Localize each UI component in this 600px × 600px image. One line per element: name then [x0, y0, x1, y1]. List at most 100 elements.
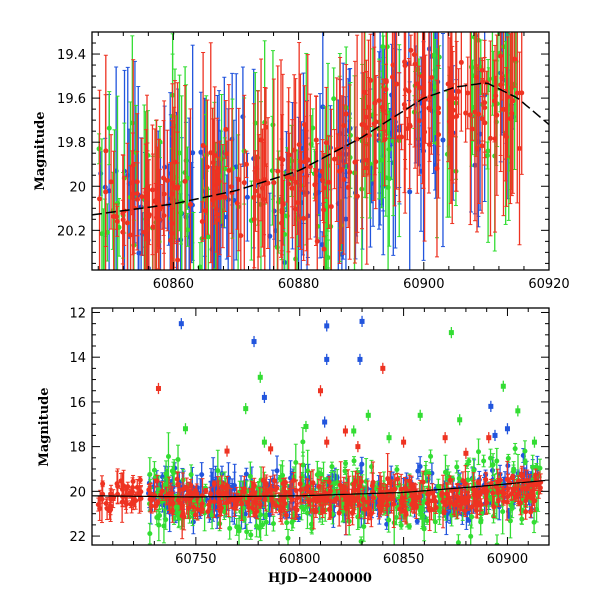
data-point: [172, 159, 178, 165]
data-point: [97, 196, 103, 202]
outlier-point: [324, 323, 330, 329]
data-point: [263, 513, 269, 519]
data-point: [514, 90, 520, 96]
data-point: [300, 462, 306, 468]
data-point: [411, 52, 417, 58]
data-point: [522, 448, 528, 454]
data-point: [243, 161, 249, 167]
data-point: [320, 177, 326, 183]
outlier-point: [261, 394, 267, 400]
data-point: [258, 512, 264, 518]
outlier-point: [324, 356, 330, 362]
data-point: [454, 113, 460, 119]
data-point: [478, 517, 484, 523]
data-point: [285, 174, 291, 180]
data-point: [491, 98, 497, 104]
data-point: [247, 473, 253, 479]
outlier-point: [359, 318, 365, 324]
data-point: [509, 110, 515, 116]
data-point: [343, 216, 349, 222]
data-point: [424, 518, 430, 524]
data-point: [436, 54, 442, 60]
data-point: [512, 56, 518, 62]
data-point: [380, 107, 386, 113]
data-point: [300, 439, 306, 445]
data-point: [103, 189, 109, 195]
data-point: [190, 150, 196, 156]
outlier-point: [492, 432, 498, 438]
data-point: [426, 105, 432, 111]
data-point: [293, 179, 299, 185]
data-point: [504, 134, 510, 140]
data-point: [432, 519, 438, 525]
data-point: [490, 13, 495, 18]
data-point: [376, 98, 382, 104]
data-point: [511, 466, 517, 472]
data-point: [261, 196, 267, 202]
data-point: [431, 52, 437, 58]
data-point: [234, 524, 240, 530]
data-point: [147, 531, 153, 537]
data-point: [468, 533, 474, 539]
data-point: [203, 208, 209, 214]
data-point: [223, 126, 229, 132]
data-point: [150, 224, 156, 230]
data-point: [187, 201, 193, 207]
data-point: [156, 201, 162, 207]
top-axis-ticks: 60860 60880 60900 60920 19.4 19.6 19.8 20 20.2: [57, 32, 570, 292]
data-point: [500, 509, 506, 515]
outlier-point: [357, 356, 363, 362]
data-point: [224, 151, 230, 157]
data-point: [256, 193, 262, 199]
bottom-data-points: [95, 315, 544, 545]
y-tick-label: 19.6: [57, 92, 86, 107]
data-point: [228, 184, 234, 190]
data-point: [270, 521, 276, 527]
data-point: [114, 218, 120, 224]
data-point: [285, 535, 291, 541]
data-point: [519, 90, 525, 96]
data-point: [191, 292, 196, 297]
data-point: [500, 106, 506, 112]
data-point: [465, 90, 471, 96]
data-point: [386, 176, 392, 182]
data-point: [299, 504, 305, 510]
series-1: [147, 327, 543, 545]
data-point: [332, 156, 338, 162]
data-point: [168, 237, 174, 243]
data-point: [440, 137, 446, 143]
data-point: [175, 184, 181, 190]
data-point: [190, 519, 196, 525]
data-point: [403, 87, 409, 93]
data-point: [234, 200, 240, 206]
y-tick-label: 20.2: [57, 224, 86, 239]
data-point: [482, 100, 488, 106]
data-point: [407, 122, 413, 128]
data-point: [274, 468, 280, 474]
data-point: [199, 472, 205, 478]
data-point: [444, 151, 450, 157]
data-point: [406, 523, 412, 529]
data-point: [510, 98, 516, 104]
data-point: [199, 219, 205, 225]
outlier-point: [322, 419, 328, 425]
data-point: [302, 122, 308, 128]
data-point: [320, 104, 326, 110]
data-point: [317, 173, 323, 179]
data-point: [215, 468, 221, 474]
data-point: [215, 168, 221, 174]
data-point: [224, 214, 230, 220]
data-point: [361, 524, 367, 530]
data-point: [417, 464, 423, 470]
data-point: [156, 522, 162, 528]
data-point: [293, 460, 299, 466]
data-point: [175, 457, 181, 463]
data-point: [415, 468, 421, 474]
data-point: [485, 148, 491, 154]
data-point: [517, 145, 523, 151]
data-point: [384, 44, 390, 50]
data-point: [108, 179, 114, 185]
data-point: [384, 521, 390, 527]
data-point: [442, 469, 448, 475]
data-point: [244, 529, 250, 535]
